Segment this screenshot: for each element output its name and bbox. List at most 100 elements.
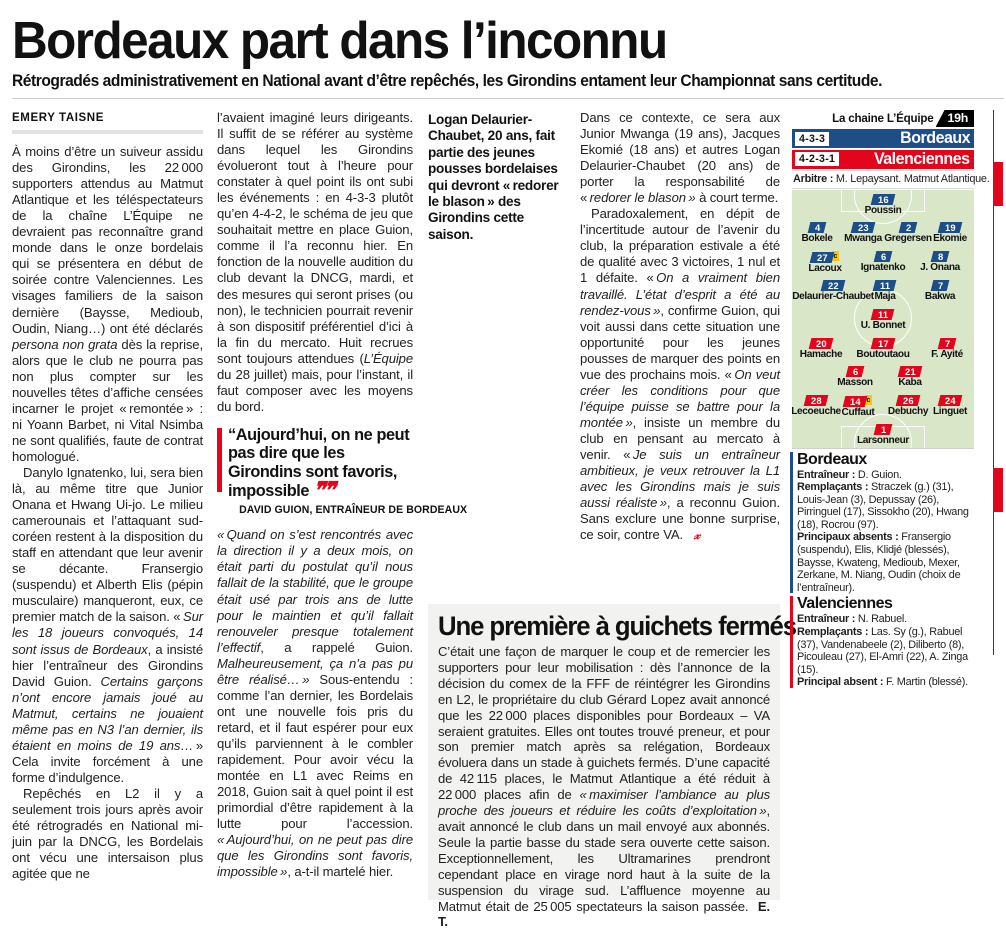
player-marker: 21 Kaba — [862, 365, 958, 389]
emphasis: redorer le blason » — [589, 190, 696, 206]
player-marker: 2 Gregersen — [860, 221, 956, 245]
captain-badge: c — [831, 250, 839, 261]
emphasis: Sur les 18 joueurs convoqués, 14 sont is… — [12, 609, 203, 657]
emphasis: On a vraiment bien travaillé. L’état d’e… — [580, 270, 780, 318]
article-column-3: Logan Delaurier-Chaubet, 20 ans, fait pa… — [428, 112, 570, 243]
player-number: 8 — [930, 250, 950, 262]
paragraph: Repêchés en L2 il y a seulement trois jo… — [12, 785, 203, 882]
standfirst: Rétrogradés administrativement en Nation… — [12, 72, 883, 90]
player-marker: 23 Mwanga — [815, 221, 911, 245]
paragraph: Paradoxalement, en dépit de l’incertitud… — [580, 206, 780, 543]
byline-divider — [12, 130, 203, 135]
emphasis: Malheureusement, ça n’a pas pu être réal… — [217, 655, 413, 687]
player-marker: 7 Bakwa — [892, 279, 974, 303]
player-name: J. Onana — [920, 261, 960, 273]
player-marker: 17 Boutoutaou — [835, 337, 931, 361]
paragraph: Danylo Ignatenko, lui, sera bien là, au … — [12, 464, 203, 785]
player-marker: 8 J. Onana — [892, 250, 974, 274]
player-marker: 27 c Lacoux — [792, 250, 873, 275]
player-name: Lacoux — [808, 262, 842, 274]
home-team-name: Bordeaux — [900, 129, 970, 147]
page-title: Bordeaux part dans l’inconnu — [12, 12, 668, 70]
lequipe-logo-icon: 𝓍 — [694, 527, 700, 543]
broadcast-row: La chaine L’Équipe 19h — [792, 110, 974, 127]
header-divider — [12, 98, 1004, 99]
emphasis: « Aujourd’hui, on ne peut pas dire que l… — [217, 832, 413, 880]
home-squad-title: Bordeaux — [797, 450, 867, 468]
player-marker: 14 c Cuffaut — [810, 394, 906, 419]
emphasis: persona non grata — [12, 336, 118, 352]
player-name: Ignatenko — [860, 261, 906, 273]
away-team-row: 4-2-3-1 Valenciennes — [792, 149, 974, 169]
player-name: Maja — [874, 290, 896, 302]
emphasis: « maximiser l’ambiance au plus proche de… — [438, 787, 770, 819]
player-number: 7 — [937, 337, 957, 349]
player-name: Bokele — [801, 232, 833, 244]
referee-row: Arbitre : M. Lepaysant. Matmut Atlantiqu… — [792, 170, 990, 189]
captain-badge: c — [864, 394, 872, 405]
kickoff-time: 19h — [935, 110, 974, 127]
player-number: 27 — [809, 251, 835, 263]
quote-marks-icon: ❞❞ — [313, 476, 336, 503]
player-name: Hamache — [799, 348, 843, 360]
home-formation-badge: 4-3-3 — [795, 131, 830, 146]
article-column-4: Dans ce contexte, ce sera aux Junior Mwa… — [580, 110, 780, 543]
player-name: Lecoeuche — [792, 405, 841, 417]
player-name: Larsonneur — [856, 434, 910, 446]
referee-value: M. Lepaysant. Matmut Atlantique. — [833, 173, 990, 185]
player-name: Debuchy — [887, 405, 929, 417]
player-name: Boutoutaou — [856, 348, 910, 360]
away-coach: Entraîneur : N. Rabuel. — [797, 613, 907, 626]
home-team-row: 4-3-3 Bordeaux — [792, 129, 974, 148]
photo-caption: Logan Delaurier-Chaubet, 20 ans, fait pa… — [428, 112, 559, 242]
player-marker: 20 Hamache — [792, 337, 869, 361]
sidebar-story-box: Une première à guichets fermés C’était u… — [428, 604, 797, 929]
broadcast-channel: La chaine L’Équipe — [832, 112, 934, 125]
player-name: Delaurier-Chaubet — [792, 290, 874, 302]
player-marker: 22 Delaurier-Chaubet — [792, 279, 881, 303]
player-number: 7 — [930, 279, 950, 291]
player-number: 6 — [873, 250, 893, 262]
pull-quote-text: “Aujourd’hui, on ne peut pas dire que le… — [228, 425, 410, 503]
player-name: Linguet — [932, 405, 968, 417]
player-number: 16 — [870, 193, 896, 205]
squad-lists: Bordeaux Entraîneur : D. Guion. Remplaça… — [790, 447, 974, 690]
player-marker: 7 F. Ayité — [899, 337, 974, 361]
player-number: 20 — [808, 337, 834, 349]
player-marker: 6 Masson — [807, 365, 903, 389]
emphasis: « Quand on s’est rencontrés avec la dire… — [217, 527, 413, 655]
home-absentees: Principaux absents : Fransergio (suspend… — [797, 531, 961, 594]
paragraph: Dans ce contexte, ce sera aux Junior Mwa… — [580, 110, 780, 206]
player-number: 17 — [870, 337, 896, 349]
player-number: 19 — [937, 221, 963, 233]
emphasis: On veut créer les conditions pour que l’… — [580, 366, 780, 430]
article-column-2: l’avaient imaginé leurs dirigeants. Il s… — [217, 110, 467, 880]
player-number: 11 — [870, 308, 896, 320]
player-name: Kaba — [898, 376, 922, 388]
emphasis: L’Équipe — [363, 350, 413, 366]
away-squad-block: Valenciennes Entraîneur : N. Rabuel. Rem… — [790, 595, 974, 689]
page-edge-rule — [993, 110, 994, 655]
paragraph: l’avaient imaginé leurs dirigeants. Il s… — [217, 110, 413, 414]
article-column-1: EMERY TAISNE À moins d’être un suiveur a… — [12, 110, 203, 882]
player-marker: 19 Ekomie — [902, 221, 974, 245]
player-name: Gregersen — [884, 232, 932, 244]
player-name: F. Ayité — [931, 348, 963, 360]
away-absentees: Principal absent : F. Martin (blessé). — [797, 676, 968, 689]
player-name: Mwanga — [844, 232, 882, 244]
match-sidebar: La chaine L’Équipe 19h 4-3-3 Bordeaux 4-… — [790, 110, 990, 690]
referee-label: Arbitre : — [793, 173, 834, 185]
sidebar-story-body: C’était une façon de marquer le coup et … — [438, 644, 770, 930]
player-name: Bakwa — [924, 290, 956, 302]
home-squad-block: Bordeaux Entraîneur : D. Guion. Remplaça… — [790, 450, 974, 595]
player-marker: 16 Poussin — [835, 193, 931, 217]
player-name: Cuffaut — [841, 406, 875, 418]
player-marker: 1 Larsonneur — [835, 423, 931, 447]
player-marker: 24 Linguet — [902, 394, 974, 418]
player-marker: 26 Debuchy — [860, 394, 956, 418]
player-marker: 11 U. Bonnet — [835, 308, 931, 332]
sidebar-story-title: Une première à guichets fermés — [438, 611, 797, 641]
lineup-pitch: 16 Poussin 4 Bokele 23 Mwanga 2 Gregersen 19 Ekom… — [792, 189, 974, 448]
emphasis: Je suis un entraîneur ambitieux, je veux… — [580, 446, 780, 511]
player-name: U. Bonnet — [860, 319, 906, 331]
